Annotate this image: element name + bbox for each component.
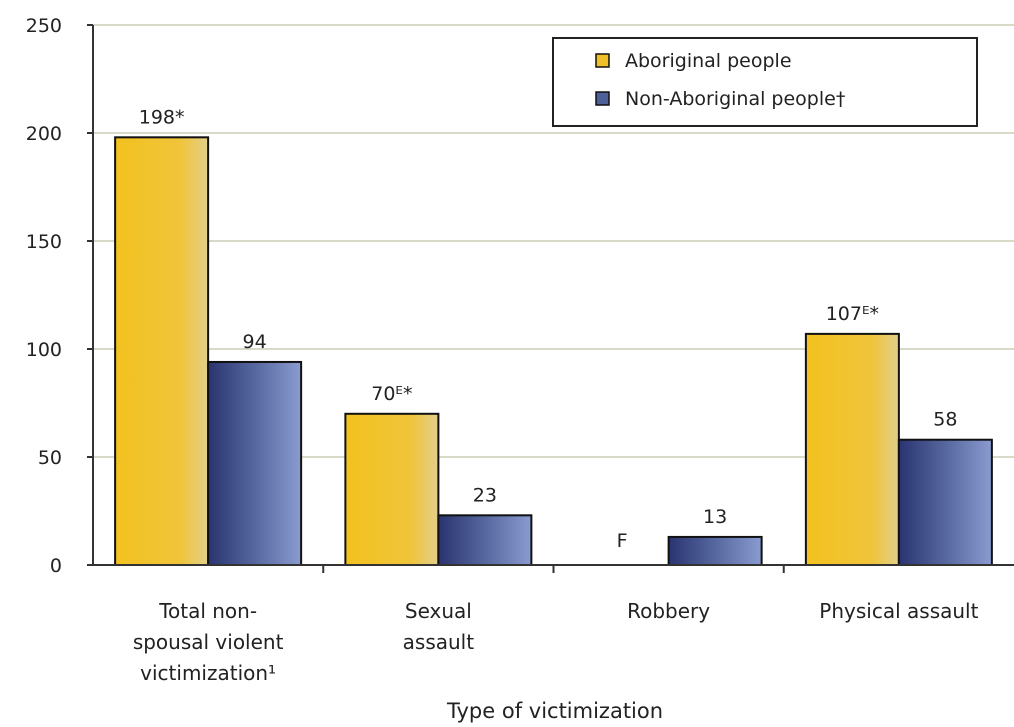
data-label: 23 [473, 484, 497, 506]
data-label: 198* [139, 106, 185, 128]
legend-box [552, 37, 978, 127]
data-label: 107ᴱ* [826, 303, 879, 325]
data-label: 13 [703, 506, 727, 528]
x-category-label: Sexual [405, 599, 472, 623]
y-tick-label: 0 [50, 555, 62, 577]
x-category-label: Physical assault [819, 599, 978, 623]
y-tick-label: 250 [26, 15, 62, 37]
bar-aboriginal [114, 136, 210, 566]
legend-label: Non-Aboriginal people† [625, 88, 845, 110]
x-category-label: assault [403, 630, 475, 654]
x-category-label: Total non- [158, 599, 257, 623]
data-labels: 198* 94 70ᴱ* 23 F 13 107ᴱ* 58 [139, 106, 958, 552]
bars [114, 136, 993, 567]
bar-non-aboriginal [897, 438, 993, 566]
bar-non-aboriginal [437, 514, 533, 567]
legend-swatch [595, 53, 610, 68]
legend: Aboriginal people Non-Aboriginal people† [552, 37, 978, 127]
x-category-label: spousal violent [133, 630, 284, 654]
x-category-label: victimization¹ [140, 661, 276, 685]
data-label: 58 [933, 409, 957, 431]
y-tick-label: 200 [26, 123, 62, 145]
y-tick-label: 100 [26, 339, 62, 361]
x-category-label: Robbery [627, 599, 710, 623]
bar-aboriginal [344, 412, 440, 566]
data-label: 70ᴱ* [371, 383, 412, 405]
data-label: 94 [243, 331, 267, 353]
bar-non-aboriginal [207, 360, 303, 566]
data-label: F [617, 530, 628, 552]
axes: 0 50 100 150 200 250 Total non-spousal violent… [26, 15, 1014, 685]
bar-aboriginal [804, 332, 900, 566]
y-tick-label: 50 [38, 447, 62, 469]
bar-non-aboriginal [667, 535, 763, 566]
legend-swatch [595, 91, 610, 106]
y-tick-label: 150 [26, 231, 62, 253]
legend-label: Aboriginal people [625, 50, 792, 72]
x-axis-title: Type of victimization [446, 699, 663, 723]
